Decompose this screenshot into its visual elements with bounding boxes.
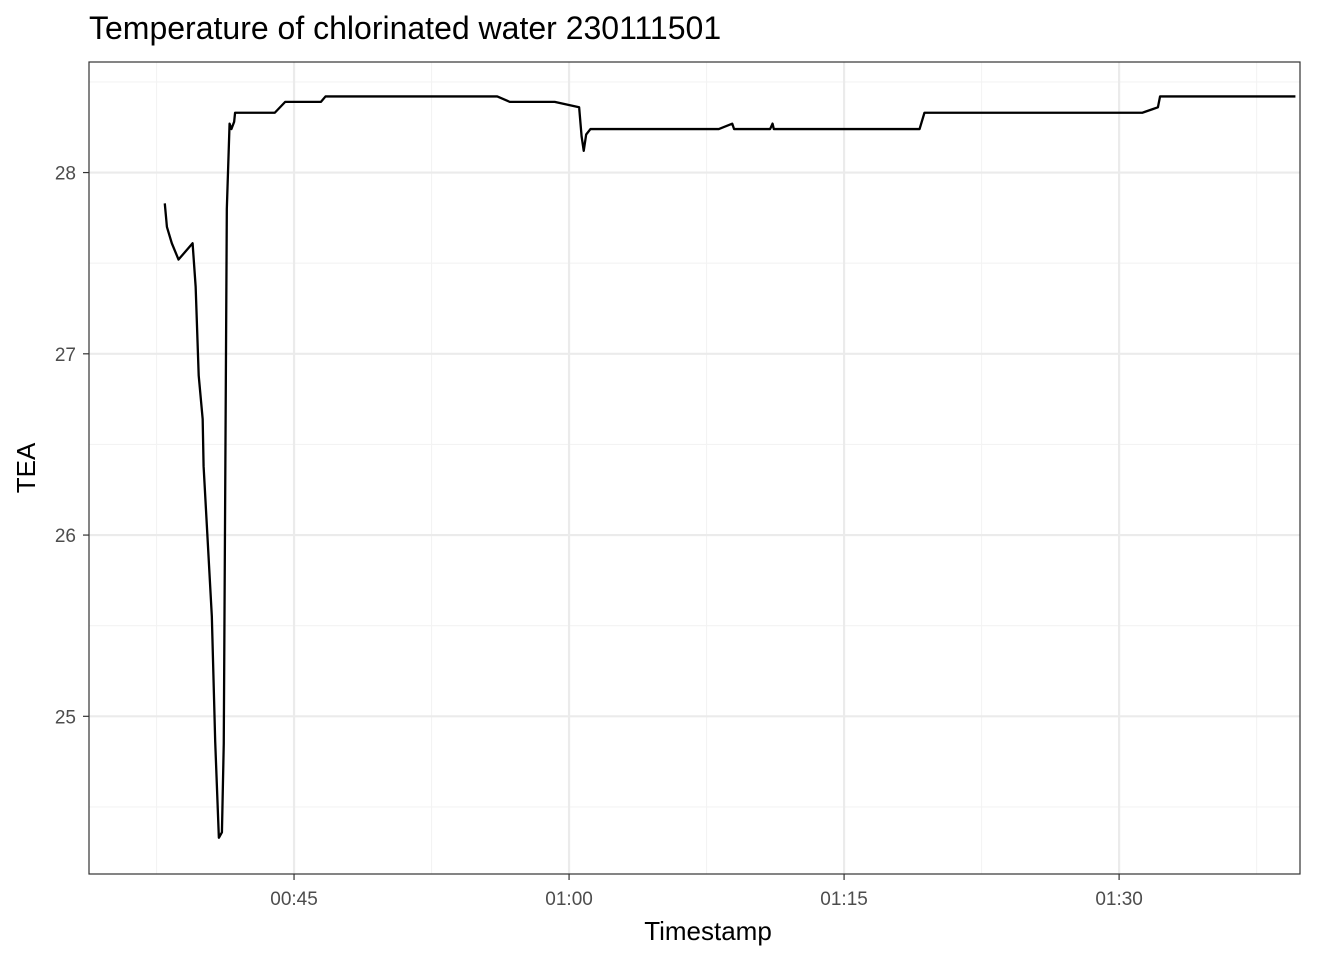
y-tick-label: 27 bbox=[55, 345, 76, 366]
x-axis: 00:45 01:00 01:15 01:30 bbox=[270, 874, 1143, 910]
chart-title: Temperature of chlorinated water 2301115… bbox=[89, 10, 721, 46]
plot-panel-background bbox=[89, 62, 1300, 874]
x-tick-label: 01:15 bbox=[820, 889, 868, 910]
y-axis: 25 26 27 28 bbox=[55, 164, 89, 728]
x-tick-label: 01:30 bbox=[1095, 889, 1143, 910]
y-tick-label: 28 bbox=[55, 164, 76, 185]
plot-area bbox=[88, 61, 1301, 875]
x-axis-title: Timestamp bbox=[644, 916, 772, 946]
y-tick-label: 26 bbox=[55, 526, 76, 547]
plot-panel-border bbox=[88, 61, 1301, 875]
x-tick-label: 01:00 bbox=[545, 889, 593, 910]
y-tick-label: 25 bbox=[55, 707, 76, 728]
temperature-series-line bbox=[163, 95, 1296, 839]
y-axis-title: TEA bbox=[11, 442, 41, 493]
grid-lines bbox=[89, 62, 1300, 874]
data-series bbox=[163, 95, 1296, 839]
x-tick-label: 00:45 bbox=[270, 889, 318, 910]
